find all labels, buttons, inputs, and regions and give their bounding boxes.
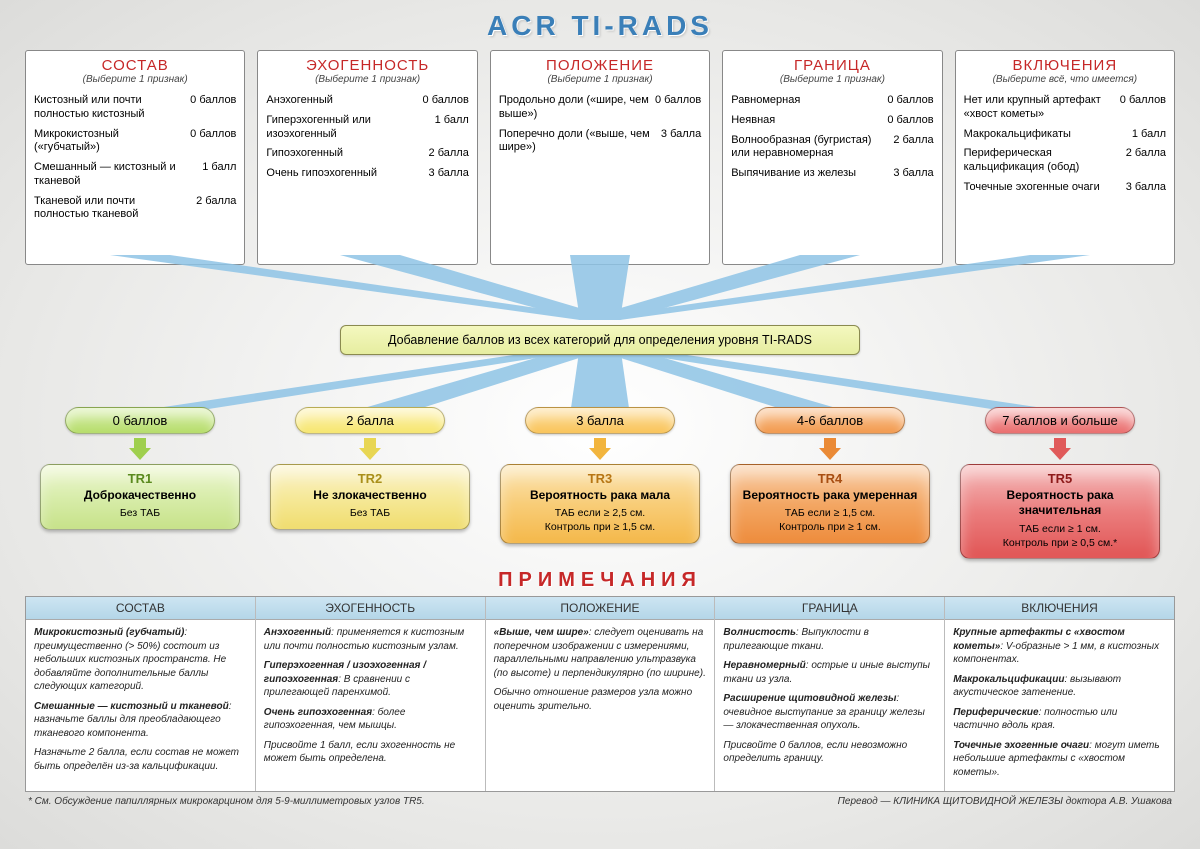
category-row-item: Очень гипоэхогенный3 балла	[266, 164, 468, 184]
category-subtitle: (Выберите всё, что имеется)	[964, 74, 1166, 85]
category-box: ЭХОГЕННОСТЬ (Выберите 1 признак) Анэхоген…	[257, 50, 477, 265]
score-pill: 3 балла	[525, 407, 675, 434]
score-pill: 7 баллов и больше	[985, 407, 1135, 434]
notes-table: СОСТАВ Микрокистозный (губчатый): преиму…	[25, 596, 1175, 792]
tr-description: Не злокачественно	[277, 488, 463, 504]
tr-action: ТАБ если ≥ 1,5 см.Контроль при ≥ 1 см.	[737, 507, 923, 534]
tr-action: ТАБ если ≥ 1 см.Контроль при ≥ 0,5 см.*	[967, 523, 1153, 550]
category-row-item: Выпячивание из железы3 балла	[731, 164, 933, 184]
notes-column: СОСТАВ Микрокистозный (губчатый): преиму…	[26, 597, 256, 791]
category-row: СОСТАВ (Выберите 1 признак) Кистозный или…	[0, 42, 1200, 265]
notes-body: Крупные артефакты с «хвостом кометы»: V-…	[945, 620, 1174, 791]
category-title: ЭХОГЕННОСТЬ	[266, 57, 468, 74]
category-row-item: Смешанный — кистозный и тканевой1 балл	[34, 158, 236, 192]
levels-row: 0 баллов TR1 Доброкачественно Без ТАБ 2 …	[0, 355, 1200, 559]
level-column: 7 баллов и больше TR5 Вероятность рака з…	[955, 407, 1165, 559]
arrow-down-icon	[819, 438, 841, 460]
notes-body: Анэхогенный: применяется к кистозным или…	[256, 620, 485, 791]
category-row-item: Неявная0 баллов	[731, 111, 933, 131]
category-row-item: Гиперэхогенный или изоэхогенный1 балл	[266, 111, 468, 145]
category-row-item: Нет или крупный артефакт «хвост кометы»0…	[964, 91, 1166, 125]
category-row-item: Макрокальцификаты1 балл	[964, 125, 1166, 145]
category-row-item: Волнообразная (бугристая) или неравномер…	[731, 131, 933, 165]
result-box: TR4 Вероятность рака умеренная ТАБ если …	[730, 464, 930, 544]
tr-description: Вероятность рака умеренная	[737, 488, 923, 504]
tr-action: Без ТАБ	[47, 507, 233, 521]
category-row-item: Кистозный или почти полностью кистозный0…	[34, 91, 236, 125]
category-title: ВКЛЮЧЕНИЯ	[964, 57, 1166, 74]
notes-column: ЭХОГЕННОСТЬ Анэхогенный: применяется к к…	[256, 597, 486, 791]
category-row-item: Гипоэхогенный2 балла	[266, 144, 468, 164]
result-box: TR2 Не злокачественно Без ТАБ	[270, 464, 470, 530]
notes-title: ПРИМЕЧАНИЯ	[0, 569, 1200, 592]
category-title: СОСТАВ	[34, 57, 236, 74]
category-row-item: Равномерная0 баллов	[731, 91, 933, 111]
tr-code: TR4	[737, 471, 923, 488]
tr-code: TR1	[47, 471, 233, 488]
notes-header: ГРАНИЦА	[715, 597, 944, 620]
category-subtitle: (Выберите 1 признак)	[34, 74, 236, 85]
footnote-left: * См. Обсуждение папиллярных микрокарцин…	[28, 796, 425, 807]
footnotes: * См. Обсуждение папиллярных микрокарцин…	[0, 792, 1200, 807]
category-box: ВКЛЮЧЕНИЯ (Выберите всё, что имеется) Нет…	[955, 50, 1175, 265]
notes-header: СОСТАВ	[26, 597, 255, 620]
result-box: TR1 Доброкачественно Без ТАБ	[40, 464, 240, 530]
tr-description: Вероятность рака мала	[507, 488, 693, 504]
notes-column: ВКЛЮЧЕНИЯ Крупные артефакты с «хвостом к…	[945, 597, 1174, 791]
category-box: СОСТАВ (Выберите 1 признак) Кистозный или…	[25, 50, 245, 265]
tr-code: TR3	[507, 471, 693, 488]
merge-bar: Добавление баллов из всех категорий для …	[340, 325, 860, 355]
score-pill: 2 балла	[295, 407, 445, 434]
tr-description: Доброкачественно	[47, 488, 233, 504]
arrow-down-icon	[1049, 438, 1071, 460]
category-subtitle: (Выберите 1 признак)	[731, 74, 933, 85]
level-column: 4-6 баллов TR4 Вероятность рака умеренна…	[725, 407, 935, 559]
arrow-down-icon	[359, 438, 381, 460]
category-row-item: Микрокистозный («губчатый»)0 баллов	[34, 125, 236, 159]
category-row-item: Продольно доли («шире, чем выше»)0 балло…	[499, 91, 701, 125]
main-title: ACR TI-RADS	[0, 0, 1200, 42]
notes-header: ВКЛЮЧЕНИЯ	[945, 597, 1174, 620]
arrow-down-icon	[129, 438, 151, 460]
category-box: ГРАНИЦА (Выберите 1 признак) Равномерная0…	[722, 50, 942, 265]
notes-header: ЭХОГЕННОСТЬ	[256, 597, 485, 620]
level-column: 3 балла TR3 Вероятность рака мала ТАБ ес…	[495, 407, 705, 559]
level-column: 0 баллов TR1 Доброкачественно Без ТАБ	[35, 407, 245, 559]
arrow-down-icon	[589, 438, 611, 460]
category-row-item: Поперечно доли («выше, чем шире»)3 балла	[499, 125, 701, 159]
category-subtitle: (Выберите 1 признак)	[499, 74, 701, 85]
result-box: TR5 Вероятность рака значительная ТАБ ес…	[960, 464, 1160, 559]
level-column: 2 балла TR2 Не злокачественно Без ТАБ	[265, 407, 475, 559]
notes-body: Микрокистозный (губчатый): преимуществен…	[26, 620, 255, 791]
tr-description: Вероятность рака значительная	[967, 488, 1153, 519]
tr-code: TR5	[967, 471, 1153, 488]
category-title: ГРАНИЦА	[731, 57, 933, 74]
category-row-item: Тканевой или почти полностью тканевой2 б…	[34, 192, 236, 226]
score-pill: 0 баллов	[65, 407, 215, 434]
notes-body: Волнистость: Выпуклости в прилегающие тк…	[715, 620, 944, 791]
footnote-right: Перевод — КЛИНИКА ЩИТОВИДНОЙ ЖЕЛЕЗЫ докт…	[838, 796, 1172, 807]
category-subtitle: (Выберите 1 признак)	[266, 74, 468, 85]
tr-code: TR2	[277, 471, 463, 488]
tr-action: ТАБ если ≥ 2,5 см.Контроль при ≥ 1,5 см.	[507, 507, 693, 534]
category-row-item: Анэхогенный0 баллов	[266, 91, 468, 111]
tr-action: Без ТАБ	[277, 507, 463, 521]
notes-column: ГРАНИЦА Волнистость: Выпуклости в прилег…	[715, 597, 945, 791]
category-row-item: Точечные эхогенные очаги3 балла	[964, 178, 1166, 198]
notes-column: ПОЛОЖЕНИЕ «Выше, чем шире»: следует оцен…	[486, 597, 716, 791]
result-box: TR3 Вероятность рака мала ТАБ если ≥ 2,5…	[500, 464, 700, 544]
category-box: ПОЛОЖЕНИЕ (Выберите 1 признак) Продольно …	[490, 50, 710, 265]
category-title: ПОЛОЖЕНИЕ	[499, 57, 701, 74]
score-pill: 4-6 баллов	[755, 407, 905, 434]
notes-body: «Выше, чем шире»: следует оценивать на п…	[486, 620, 715, 791]
notes-header: ПОЛОЖЕНИЕ	[486, 597, 715, 620]
category-row-item: Периферическая кальцификация (обод)2 бал…	[964, 144, 1166, 178]
